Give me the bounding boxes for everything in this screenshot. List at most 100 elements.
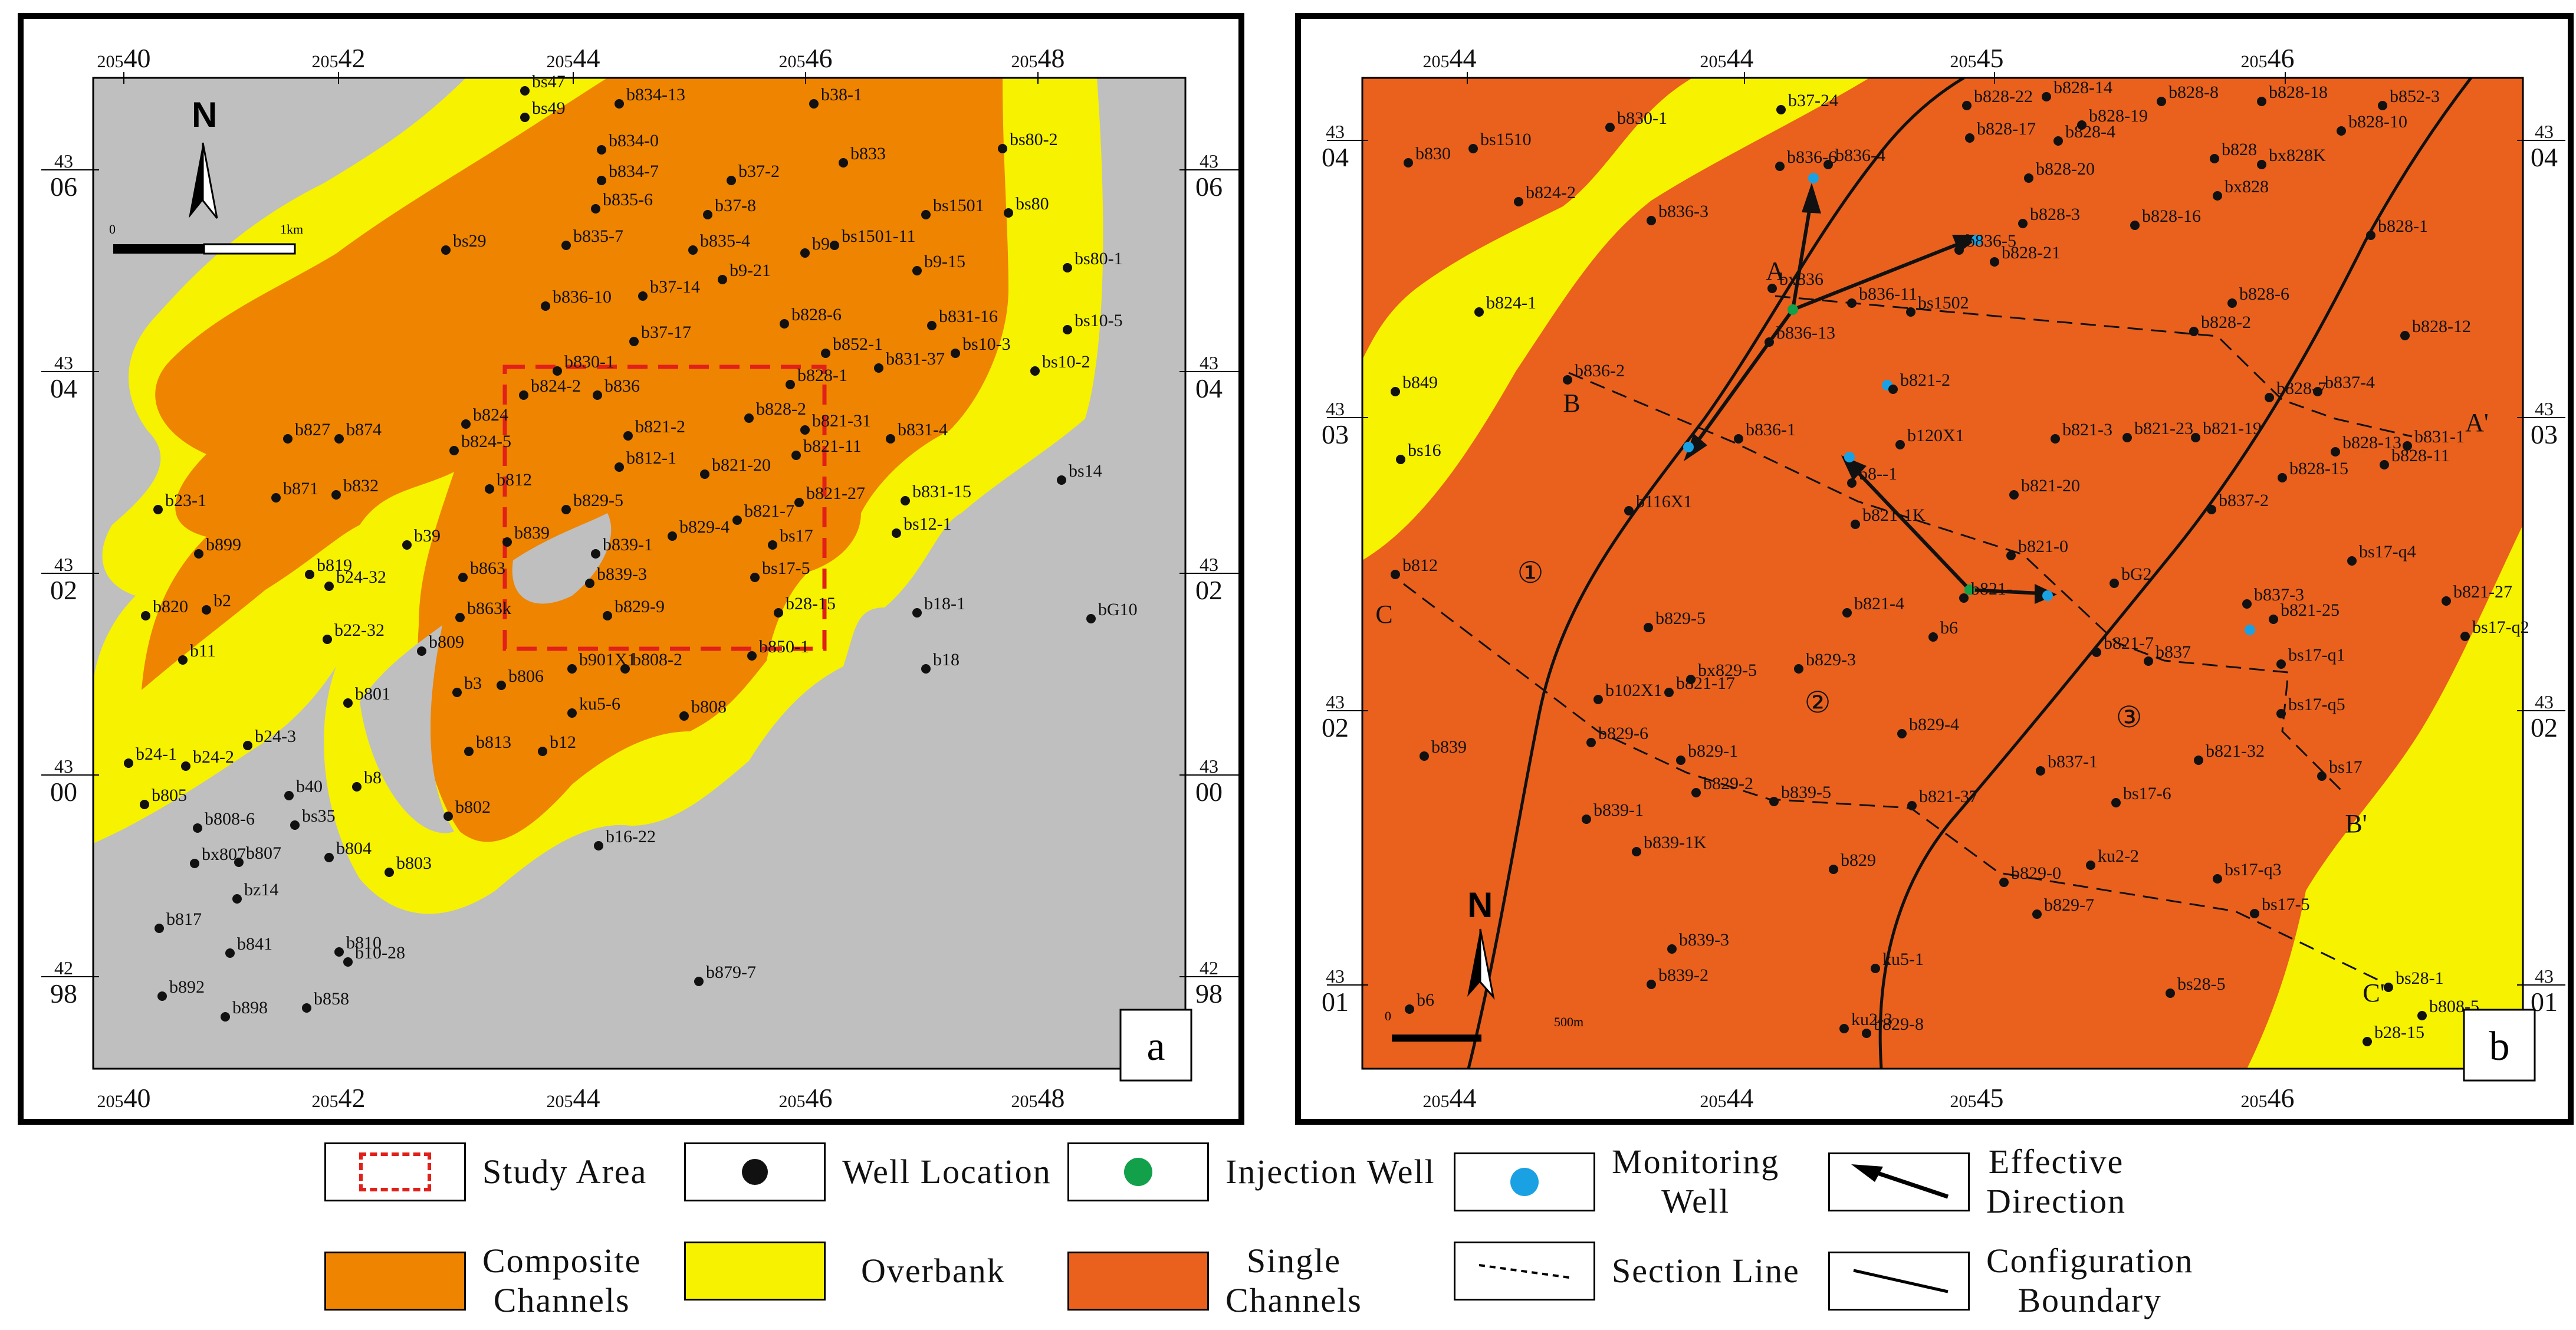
well-label: b821-4 (1854, 594, 1904, 613)
well-marker (324, 582, 334, 591)
well-label: b839-5 (1781, 783, 1831, 802)
scale-end-a: 1km (280, 222, 303, 237)
configuration-boundary-icon (1828, 1251, 1970, 1311)
well-marker (1676, 756, 1685, 765)
well-marker (2363, 1037, 2372, 1046)
grid-ticks-b (1327, 72, 2565, 986)
well-marker (2313, 387, 2322, 396)
well-marker (385, 868, 394, 877)
well-label: b828-12 (2412, 317, 2471, 336)
well-marker (1063, 263, 1072, 272)
well-marker (620, 664, 630, 674)
well-marker (1004, 208, 1013, 218)
well-marker (727, 176, 736, 185)
y-tick-left-top: 43 (1326, 398, 1345, 419)
well-marker (927, 321, 937, 330)
zone-label: ① (1517, 556, 1544, 589)
x-tick-top: 20540 (97, 43, 151, 73)
well-marker (2278, 473, 2287, 482)
well-marker (181, 761, 190, 771)
well-marker (519, 390, 528, 400)
well-label: b850-1 (759, 637, 809, 656)
section-label: C' (2363, 978, 2384, 1007)
well-label: b858 (314, 989, 349, 1009)
well-marker (2265, 393, 2274, 402)
composite-channels-swatch (324, 1251, 466, 1311)
well-label: b805 (152, 786, 187, 805)
legend-single-channels-label: Single Channels (1225, 1242, 1362, 1319)
well-marker (141, 611, 150, 620)
y-tick-right-bottom: 03 (2531, 419, 2558, 449)
legend-composite-channels-label: Composite Channels (482, 1242, 642, 1319)
well-marker (343, 698, 353, 708)
y-tick-left-bottom: 02 (50, 575, 77, 605)
well-marker (1959, 593, 1969, 603)
well-marker (809, 99, 819, 109)
legend: Study Area Well Location Injection Well … (0, 1129, 2576, 1330)
well-label: ku5-1 (1882, 950, 1924, 969)
well-label: b821-11 (803, 436, 862, 456)
well-label: b829-4 (679, 517, 730, 537)
well-label: b8--1 (1859, 464, 1897, 484)
well-marker (2347, 556, 2357, 566)
axis-labels-b: 20544 20544 20545 20546 20544 20544 20545 20546… (1322, 43, 2558, 1113)
axis-labels-a: 20540 20542 20544 20546 20548 20540 20542 20544… (50, 43, 1223, 1113)
well-label: bs1501-11 (842, 226, 916, 246)
well-label: b852-3 (2390, 87, 2440, 106)
well-label: ku2-2 (2098, 846, 2139, 866)
well-label: b9-15 (924, 252, 965, 271)
well-label: b824-2 (531, 376, 581, 396)
well-marker (2157, 97, 2166, 106)
x-tick-top: 20544 (1700, 43, 1754, 73)
well-marker (1404, 158, 1413, 168)
well-marker (1794, 664, 1803, 674)
well-label: b834-7 (609, 162, 659, 181)
well-label: b828-6 (791, 305, 842, 324)
well-marker (912, 608, 922, 618)
well-marker (1396, 455, 1405, 464)
well-label: bx836 (1779, 270, 1823, 289)
well-label: b812 (497, 470, 532, 490)
well-label: b836-5 (1966, 231, 2016, 251)
well-label: bs35 (302, 806, 336, 826)
well-marker (2018, 219, 2028, 228)
well-marker (750, 573, 760, 582)
well-marker (305, 570, 314, 579)
well-marker (1391, 387, 1400, 396)
well-marker (623, 431, 633, 441)
well-label: b839 (1431, 737, 1467, 757)
overbank-upper-left (1362, 78, 1869, 560)
well-label: b828-4 (2065, 122, 2115, 142)
well-marker (886, 434, 895, 444)
well-marker (290, 820, 300, 830)
well-label: bs1502 (1918, 293, 1969, 313)
y-tick-left-bottom: 02 (1322, 712, 1349, 743)
well-label: b832 (343, 476, 379, 495)
section-label: A (1766, 257, 1785, 285)
well-marker (2213, 191, 2222, 201)
well-label: b837-4 (2325, 373, 2375, 392)
well-label: b829 (1841, 850, 1876, 870)
well-marker (1906, 307, 1915, 317)
well-label: b821-2 (635, 417, 685, 436)
well-marker (2042, 92, 2051, 101)
x-tick-top: 20546 (2241, 43, 2295, 73)
well-label: ku5-6 (579, 694, 620, 714)
well-marker (2276, 709, 2286, 718)
well-marker (1030, 366, 1040, 376)
well-label: b837-1 (2048, 752, 2098, 771)
well-label: b828 (2222, 140, 2257, 159)
well-marker (1647, 216, 1656, 225)
well-label: b839-1 (1593, 800, 1644, 820)
legend-well-location: Well Location (684, 1142, 1052, 1201)
study-area-box (502, 364, 827, 651)
well-label: b808-6 (205, 809, 255, 829)
well-marker (1582, 815, 1591, 824)
well-label: b828-11 (2391, 446, 2450, 465)
well-label: bs10-3 (962, 334, 1011, 354)
y-tick-right-top: 43 (2535, 691, 2554, 712)
effective-direction-icon (1828, 1152, 1970, 1211)
well-marker (331, 490, 341, 500)
well-label: bG2 (2121, 564, 2152, 584)
well-marker (402, 540, 412, 550)
